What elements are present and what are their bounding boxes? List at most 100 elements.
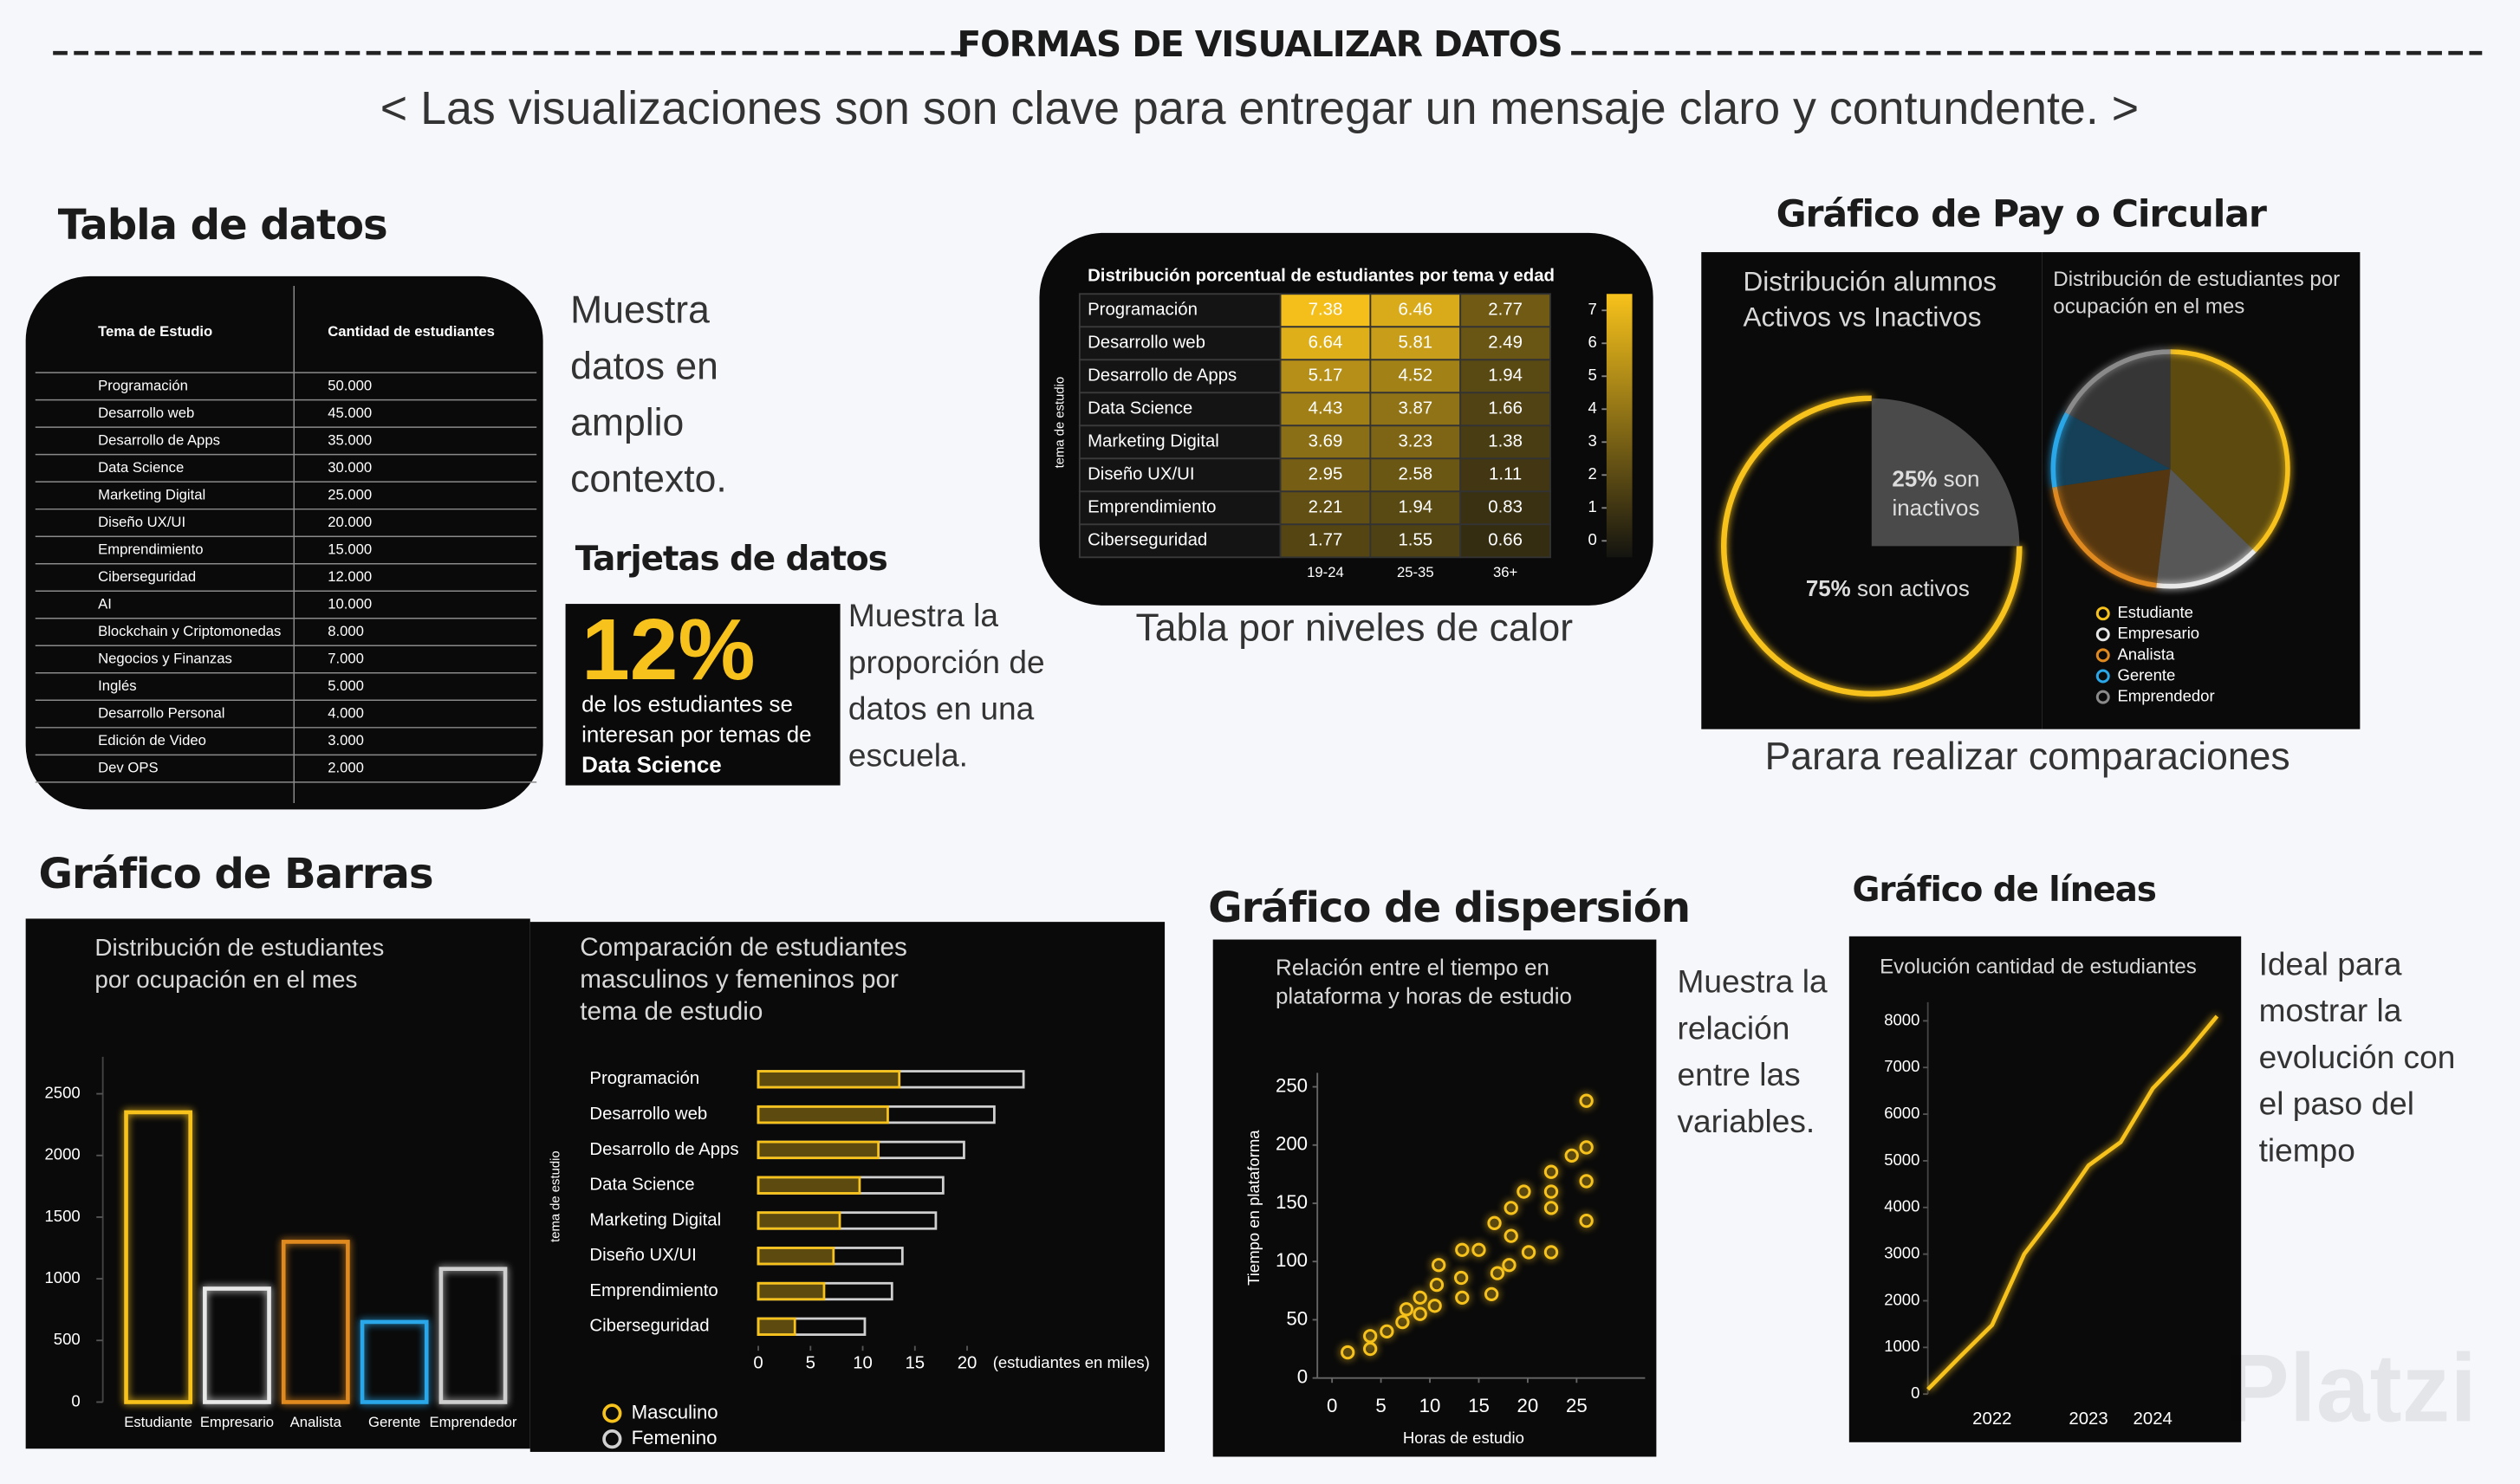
x-tick-label: 10 bbox=[1419, 1395, 1441, 1416]
cell-label: 7.38 bbox=[1309, 301, 1343, 320]
heat-cell bbox=[1279, 293, 1372, 328]
colorbar-tick-label: 3 bbox=[1588, 431, 1596, 450]
x-tick-label: 0 bbox=[1327, 1395, 1337, 1416]
pie-rim bbox=[2170, 349, 2290, 553]
table-header: Cantidad de estudiantes bbox=[328, 323, 495, 340]
point bbox=[1543, 1201, 1559, 1215]
point bbox=[1579, 1213, 1594, 1228]
row-label: Marketing Digital bbox=[1088, 432, 1219, 451]
pie-category: son inactivos bbox=[1892, 465, 1980, 521]
panel bbox=[1212, 939, 1657, 1457]
row-label-cell bbox=[1078, 392, 1282, 427]
y-tick-label: 8000 bbox=[1884, 1010, 1919, 1028]
row-label: Programación bbox=[1088, 301, 1198, 320]
table-cell: Data Science bbox=[98, 459, 184, 476]
table-cell: 2.000 bbox=[328, 759, 364, 775]
y-tick-label: 2500 bbox=[44, 1083, 80, 1101]
x-axis-label: Horas de estudio bbox=[1403, 1429, 1524, 1447]
point bbox=[1521, 1245, 1536, 1260]
legend-marker bbox=[2095, 627, 2110, 642]
pie-rim bbox=[2052, 486, 2157, 588]
point bbox=[1413, 1290, 1427, 1306]
table-cell: Ciberseguridad bbox=[98, 568, 196, 585]
panel bbox=[2042, 252, 2361, 729]
point bbox=[1395, 1314, 1410, 1330]
bar bbox=[757, 1247, 835, 1266]
cell-label: 1.94 bbox=[1488, 366, 1523, 386]
legend-label: Estudiante bbox=[2117, 603, 2192, 621]
category-label: Desarrollo de Apps bbox=[589, 1140, 738, 1159]
x-tick-label: 20 bbox=[1517, 1395, 1539, 1416]
note: Muestra la relación entre las variables. bbox=[1677, 965, 1828, 1141]
pie-rim bbox=[2065, 349, 2171, 415]
category-label: Emprendimiento bbox=[589, 1281, 718, 1300]
x-tick-label: Emprendedor bbox=[429, 1414, 516, 1430]
row-label: Diseño UX/UI bbox=[1088, 465, 1194, 484]
table-cell: 10.000 bbox=[328, 595, 372, 612]
bar bbox=[757, 1105, 889, 1124]
panel bbox=[529, 922, 1166, 1452]
cell-label: 4.43 bbox=[1309, 399, 1343, 418]
pie-arc bbox=[1721, 395, 2023, 697]
cell-label: 1.66 bbox=[1488, 399, 1523, 418]
card-text: de los estudiantes se interesan por tema… bbox=[581, 690, 812, 748]
table-cell: 3.000 bbox=[328, 732, 364, 748]
y-tick-label: 5000 bbox=[1884, 1150, 1919, 1169]
bar bbox=[757, 1140, 880, 1160]
colorbar-tick-label: 7 bbox=[1588, 300, 1596, 318]
y-tick-label: 1000 bbox=[1884, 1337, 1919, 1355]
chart-title: Evolución cantidad de estudiantes bbox=[1880, 954, 2197, 979]
pie-slice bbox=[2170, 352, 2288, 551]
x-tick-label: 2024 bbox=[2134, 1409, 2173, 1429]
table-cell: Blockchain y Criptomonedas bbox=[98, 623, 281, 639]
pie-category: son activos bbox=[1856, 574, 1970, 601]
table-cell: Dev OPS bbox=[98, 759, 158, 775]
colorbar-tick-label: 0 bbox=[1588, 530, 1596, 548]
note: Muestra la proporción de datos en una es… bbox=[848, 599, 1045, 774]
cell-label: 1.38 bbox=[1488, 432, 1523, 451]
point bbox=[1487, 1215, 1502, 1230]
heat-cell bbox=[1279, 326, 1372, 361]
point bbox=[1432, 1258, 1446, 1273]
x-tick-label: 5 bbox=[806, 1353, 815, 1372]
y-tick-label: 50 bbox=[1286, 1307, 1308, 1329]
category-label: Marketing Digital bbox=[589, 1210, 721, 1229]
header-title: FORMAS DE VISUALIZAR DATOS bbox=[957, 25, 1562, 67]
table-cell: Marketing Digital bbox=[98, 486, 205, 502]
cell-label: 6.46 bbox=[1398, 301, 1432, 320]
point bbox=[1543, 1245, 1559, 1260]
pie-rim bbox=[2050, 412, 2069, 488]
column-label: 36+ bbox=[1493, 564, 1517, 580]
point bbox=[1579, 1093, 1594, 1108]
x-tick-label: 15 bbox=[905, 1353, 925, 1372]
table-cell: 7.000 bbox=[328, 650, 364, 666]
point bbox=[1341, 1345, 1355, 1360]
y-tick-label: 0 bbox=[1911, 1384, 1919, 1402]
panel bbox=[25, 918, 530, 1449]
point bbox=[1502, 1258, 1517, 1273]
row-label: Desarrollo web bbox=[1088, 334, 1205, 353]
y-tick-label: 1000 bbox=[44, 1268, 80, 1286]
table-cell: Desarrollo web bbox=[98, 405, 194, 421]
x-tick-label: 20 bbox=[958, 1353, 977, 1372]
bar bbox=[438, 1267, 508, 1404]
category-label: Diseño UX/UI bbox=[589, 1246, 696, 1265]
note: Ideal para mostrar la evolución con el p… bbox=[2258, 947, 2456, 1170]
table-cell: 4.000 bbox=[328, 704, 364, 721]
table-cell: Edición de Video bbox=[98, 732, 206, 748]
x-tick-label: 10 bbox=[853, 1353, 873, 1372]
heat-cell bbox=[1369, 424, 1462, 460]
cell-label: 1.77 bbox=[1309, 531, 1343, 550]
point bbox=[1517, 1184, 1531, 1199]
bar bbox=[757, 1317, 796, 1336]
point bbox=[1579, 1174, 1594, 1189]
cell-label: 2.58 bbox=[1398, 465, 1432, 484]
table-cell: 25.000 bbox=[328, 486, 372, 502]
category-label: Programación bbox=[589, 1069, 699, 1088]
cell-label: 0.83 bbox=[1488, 498, 1523, 517]
card-text: de los estudiantes se interesan por tema… bbox=[581, 689, 841, 781]
heat-cell bbox=[1459, 457, 1551, 493]
y-tick-label: 7000 bbox=[1884, 1057, 1919, 1075]
table-cell: 30.000 bbox=[328, 459, 372, 476]
